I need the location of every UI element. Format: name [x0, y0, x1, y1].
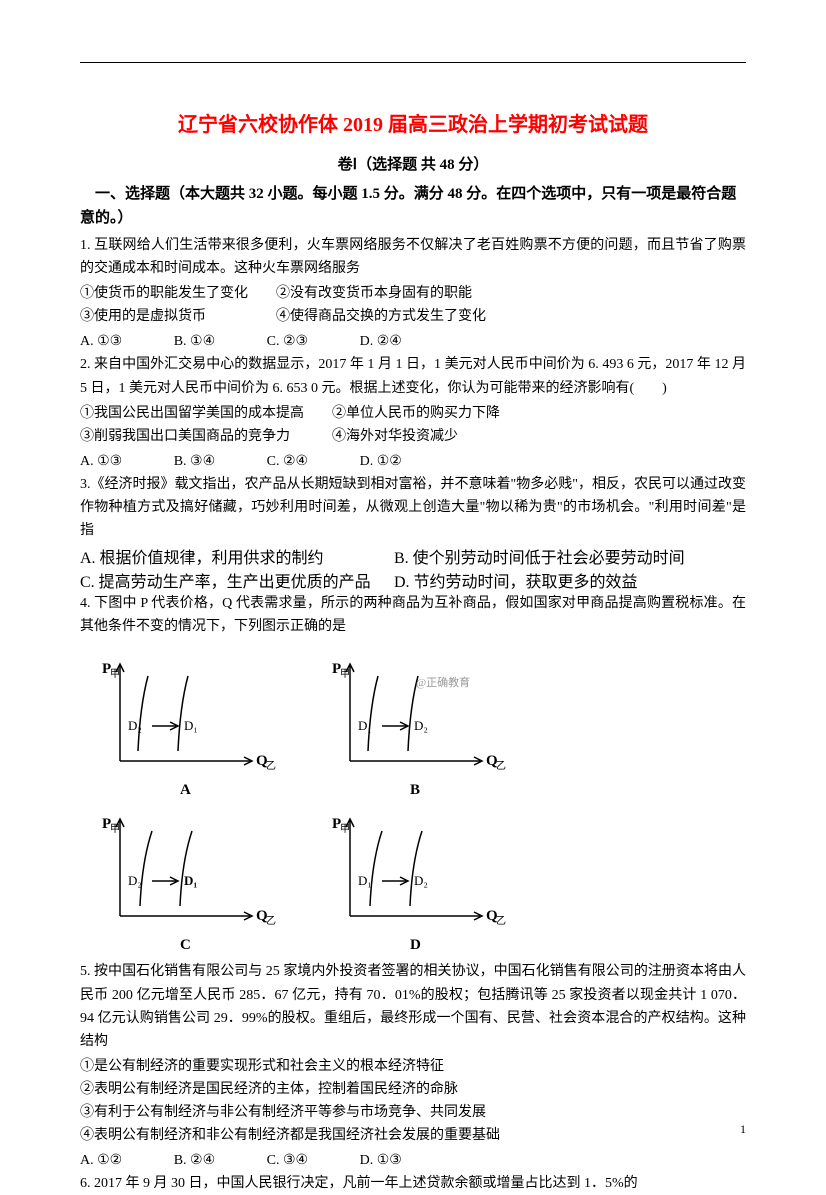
q2-opt-d: D. ①②: [360, 450, 402, 473]
svg-text:甲: 甲: [110, 669, 120, 680]
svg-text:D₂: D₂: [414, 873, 428, 888]
q2-opt-b: B. ③④: [174, 450, 215, 473]
q2-opt-a: A. ①③: [80, 450, 122, 473]
q2-items: ①我国公民出国留学美国的成本提高 ②单位人民币的购买力下降 ③削弱我国出口美国商…: [80, 402, 746, 448]
svg-text:乙: 乙: [266, 915, 276, 927]
q3-opt-a: A. 根据价值规律，利用供求的制约: [80, 544, 390, 568]
q1-items: ①使货币的职能发生了变化 ②没有改变货币本身固有的职能 ③使用的是虚拟货币 ④使…: [80, 282, 746, 328]
chart-a-label: A: [180, 782, 191, 798]
svg-text:甲: 甲: [110, 824, 120, 835]
svg-text:甲: 甲: [340, 824, 350, 835]
exam-subtitle: 卷Ⅰ（选择题 共 48 分）: [80, 153, 746, 174]
q2-options: A. ①③ B. ③④ C. ②④ D. ①②: [80, 450, 746, 473]
q3-opt-b: B. 使个别劳动时间低于社会必要劳动时间: [394, 544, 704, 568]
chart-c-label: C: [180, 937, 191, 953]
q6-text: 6. 2017 年 9 月 30 日，中国人民银行决定，凡前一年上述贷款余额或增…: [80, 1172, 746, 1195]
q2-opt-c: C. ②④: [267, 450, 308, 473]
chart-c: P 甲 D₂ D₁ Q 乙 C: [80, 801, 310, 956]
svg-text:乙: 乙: [496, 760, 506, 772]
q1-opt-c: C. ②③: [267, 330, 308, 353]
svg-text:D₂: D₂: [128, 718, 142, 733]
q3-options: A. 根据价值规律，利用供求的制约 B. 使个别劳动时间低于社会必要劳动时间 C…: [80, 544, 746, 592]
svg-text:D₂: D₂: [414, 718, 428, 733]
q1-opt-d: D. ②④: [360, 330, 402, 353]
svg-text:D₁: D₁: [358, 718, 372, 733]
q4-charts: P 甲 D₂ D₁ Q 乙 A P 甲 @正确教育 D₁: [80, 646, 540, 956]
chart-a: P 甲 D₂ D₁ Q 乙 A: [80, 646, 310, 801]
q2-text: 2. 来自中国外汇交易中心的数据显示，2017 年 1 月 1 日，1 美元对人…: [80, 353, 746, 399]
chart-d-label: D: [410, 937, 421, 953]
svg-text:D₁: D₁: [184, 718, 198, 733]
q1-options: A. ①③ B. ①④ C. ②③ D. ②④: [80, 330, 746, 353]
svg-text:乙: 乙: [496, 915, 506, 927]
q1-opt-b: B. ①④: [174, 330, 215, 353]
q1-opt-a: A. ①③: [80, 330, 122, 353]
section-header: 一、选择题（本大题共 32 小题。每小题 1.5 分。满分 48 分。在四个选项…: [80, 182, 746, 230]
svg-text:甲: 甲: [340, 669, 350, 680]
svg-text:D₁: D₁: [184, 873, 197, 888]
q5-items: ①是公有制经济的重要实现形式和社会主义的根本经济特征 ②表明公有制经济是国民经济…: [80, 1055, 746, 1147]
chart-b-label: B: [410, 782, 420, 798]
exam-title: 辽宁省六校协作体 2019 届高三政治上学期初考试试题: [80, 108, 746, 137]
chart-d: P 甲 D₁ D₂ Q 乙 D: [310, 801, 540, 956]
q3-opt-c: C. 提高劳动生产率，生产出更优质的产品: [80, 568, 390, 592]
chart-b: P 甲 @正确教育 D₁ D₂ Q 乙 B: [310, 646, 540, 801]
q5-text: 5. 按中国石化销售有限公司与 25 家境内外投资者签署的相关协议，中国石化销售…: [80, 960, 746, 1052]
q1-text: 1. 互联网给人们生活带来很多便利，火车票网络服务不仅解决了老百姓购票不方便的问…: [80, 234, 746, 280]
top-rule: [80, 62, 746, 63]
svg-text:D₁: D₁: [358, 873, 372, 888]
q4-text: 4. 下图中 P 代表价格，Q 代表需求量，所示的两种商品为互补商品，假如国家对…: [80, 592, 746, 638]
q3-opt-d: D. 节约劳动时间，获取更多的效益: [394, 568, 704, 592]
page-number: 1: [740, 1122, 746, 1137]
svg-text:乙: 乙: [266, 760, 276, 772]
svg-text:D₂: D₂: [128, 873, 142, 888]
watermark: @正确教育: [416, 675, 470, 689]
q3-text: 3.《经济时报》载文指出，农产品从长期短缺到相对富裕，并不意味着"物多必贱"，相…: [80, 473, 746, 542]
